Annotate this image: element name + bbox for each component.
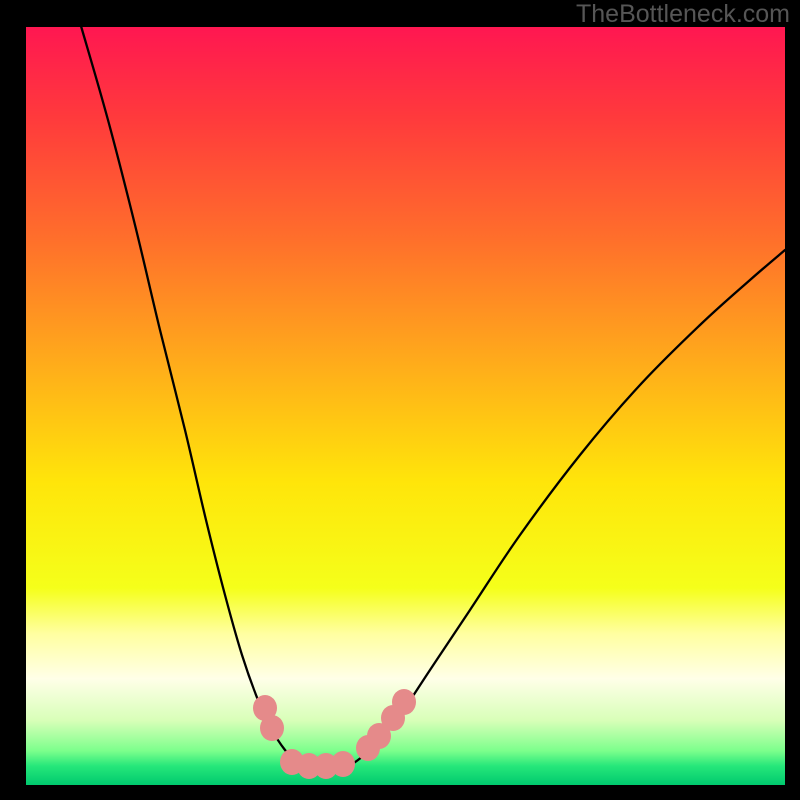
data-point-marker (392, 689, 416, 715)
black-frame-bottom (0, 785, 800, 800)
bottleneck-curve-chart (0, 0, 800, 800)
black-frame-left (0, 0, 26, 800)
data-point-marker (331, 751, 355, 777)
watermark-text: TheBottleneck.com (576, 0, 790, 29)
bottleneck-curve-line (81, 26, 785, 768)
data-point-markers (253, 689, 416, 779)
black-frame-right (785, 0, 800, 800)
data-point-marker (260, 715, 284, 741)
